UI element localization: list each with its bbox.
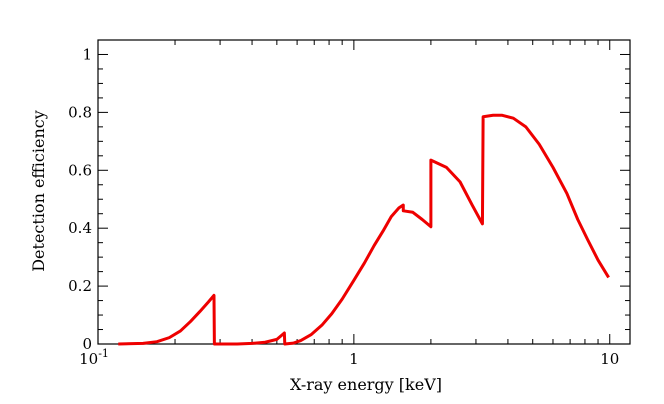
y-tick-label: 1 <box>82 45 92 63</box>
plot-frame <box>97 39 631 345</box>
y-tick-label: 0 <box>82 335 92 353</box>
efficiency-series-line <box>118 113 610 346</box>
y-tick-label: 0.8 <box>68 103 92 121</box>
x-axis-label: X-ray energy [keV] <box>290 375 442 394</box>
axis-tick-labels: 10-1 1 10 0 0.2 0.4 0.6 0.8 1 <box>68 45 619 368</box>
y-tick-label: 0.2 <box>68 277 92 295</box>
x-tick-label: 10-1 <box>79 347 109 368</box>
series-layer <box>118 113 610 346</box>
x-tick-label: 1 <box>349 350 359 368</box>
y-axis-label: Detection efficiency <box>29 110 48 272</box>
y-tick-label: 0.6 <box>68 161 92 179</box>
axis-ticks <box>97 40 630 345</box>
x-tick-label: 10 <box>600 350 619 368</box>
y-tick-label: 0.4 <box>68 219 92 237</box>
